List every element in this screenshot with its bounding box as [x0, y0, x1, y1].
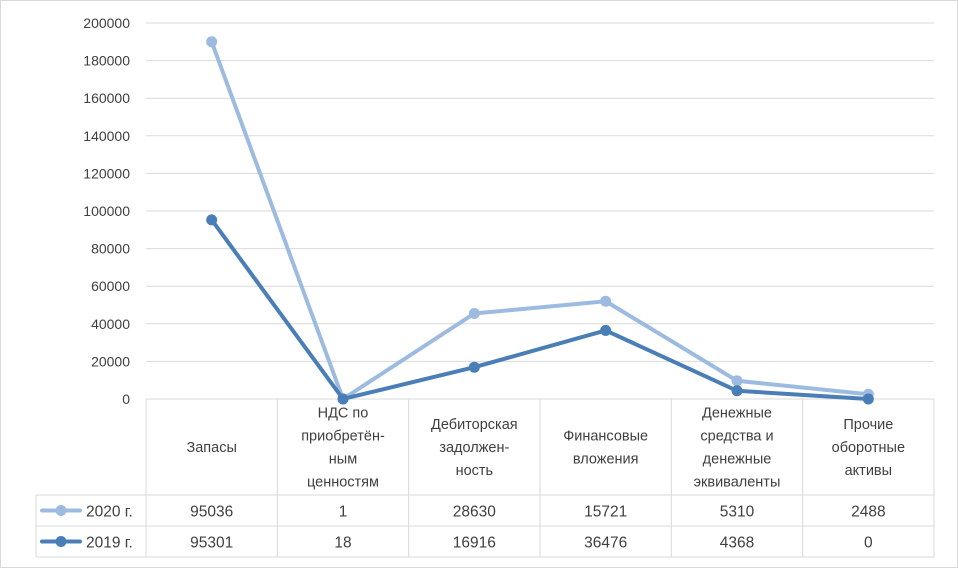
- x-category-label: задолжен-: [439, 440, 509, 456]
- x-category-label: НДС по: [318, 406, 369, 422]
- x-category-label: активы: [845, 463, 892, 479]
- data-table-value: 28630: [453, 504, 496, 521]
- data-table-value: 5310: [720, 504, 755, 521]
- data-point: [206, 214, 218, 226]
- y-tick-label: 0: [122, 391, 130, 407]
- series-line: [209, 39, 871, 401]
- y-tick-label: 80000: [91, 241, 130, 257]
- x-category-label: ценностям: [307, 475, 379, 491]
- y-tick-label: 20000: [91, 353, 130, 369]
- data-point: [337, 393, 349, 405]
- data-point: [862, 393, 874, 405]
- data-point: [468, 361, 480, 373]
- y-tick-label: 40000: [91, 316, 130, 332]
- data-table-value: 2488: [851, 504, 885, 521]
- data-table-value: 0: [864, 535, 873, 552]
- legend-label: 2019 г.: [86, 535, 133, 552]
- data-point: [600, 324, 612, 336]
- y-tick-label: 160000: [83, 90, 130, 106]
- data-point: [731, 375, 743, 387]
- y-tick-label: 60000: [91, 278, 130, 294]
- x-category-label: эквиваленты: [694, 475, 781, 491]
- series-line: [209, 217, 871, 401]
- x-category-label: ность: [456, 463, 494, 479]
- data-table-value: 18: [334, 535, 351, 552]
- data-table-value: 15721: [584, 504, 627, 521]
- y-tick-label: 100000: [83, 203, 130, 219]
- x-category-label: средства и: [700, 429, 773, 445]
- data-table-value: 1: [339, 504, 348, 521]
- x-category-label: ным: [329, 452, 357, 468]
- data-point: [600, 295, 612, 307]
- y-tick-label: 140000: [83, 128, 130, 144]
- data-point: [731, 385, 743, 397]
- legend-key-marker: [55, 505, 67, 516]
- data-table-value: 95301: [190, 535, 233, 552]
- data-point: [206, 36, 218, 48]
- x-category-label: Прочие: [843, 417, 893, 433]
- x-category-label: денежные: [703, 452, 772, 468]
- legend-label: 2020 г.: [86, 504, 133, 521]
- x-category-label: вложения: [573, 452, 639, 468]
- y-tick-label: 180000: [83, 53, 130, 69]
- x-category-label: Дебиторская: [431, 417, 518, 433]
- data-point: [468, 307, 480, 319]
- x-category-label: Запасы: [186, 440, 236, 456]
- data-table-value: 4368: [720, 535, 754, 552]
- data-table-value: 16916: [453, 535, 496, 552]
- data-table-value: 95036: [190, 504, 233, 521]
- x-category-label: оборотные: [832, 440, 905, 456]
- x-category-label: приобретён-: [301, 429, 385, 445]
- data-table-value: 36476: [584, 535, 627, 552]
- legend-key-marker: [55, 536, 67, 547]
- x-category-label: Денежные: [702, 406, 772, 422]
- y-tick-label: 120000: [83, 165, 130, 181]
- y-tick-label: 200000: [83, 15, 130, 31]
- x-category-label: Финансовые: [563, 429, 648, 445]
